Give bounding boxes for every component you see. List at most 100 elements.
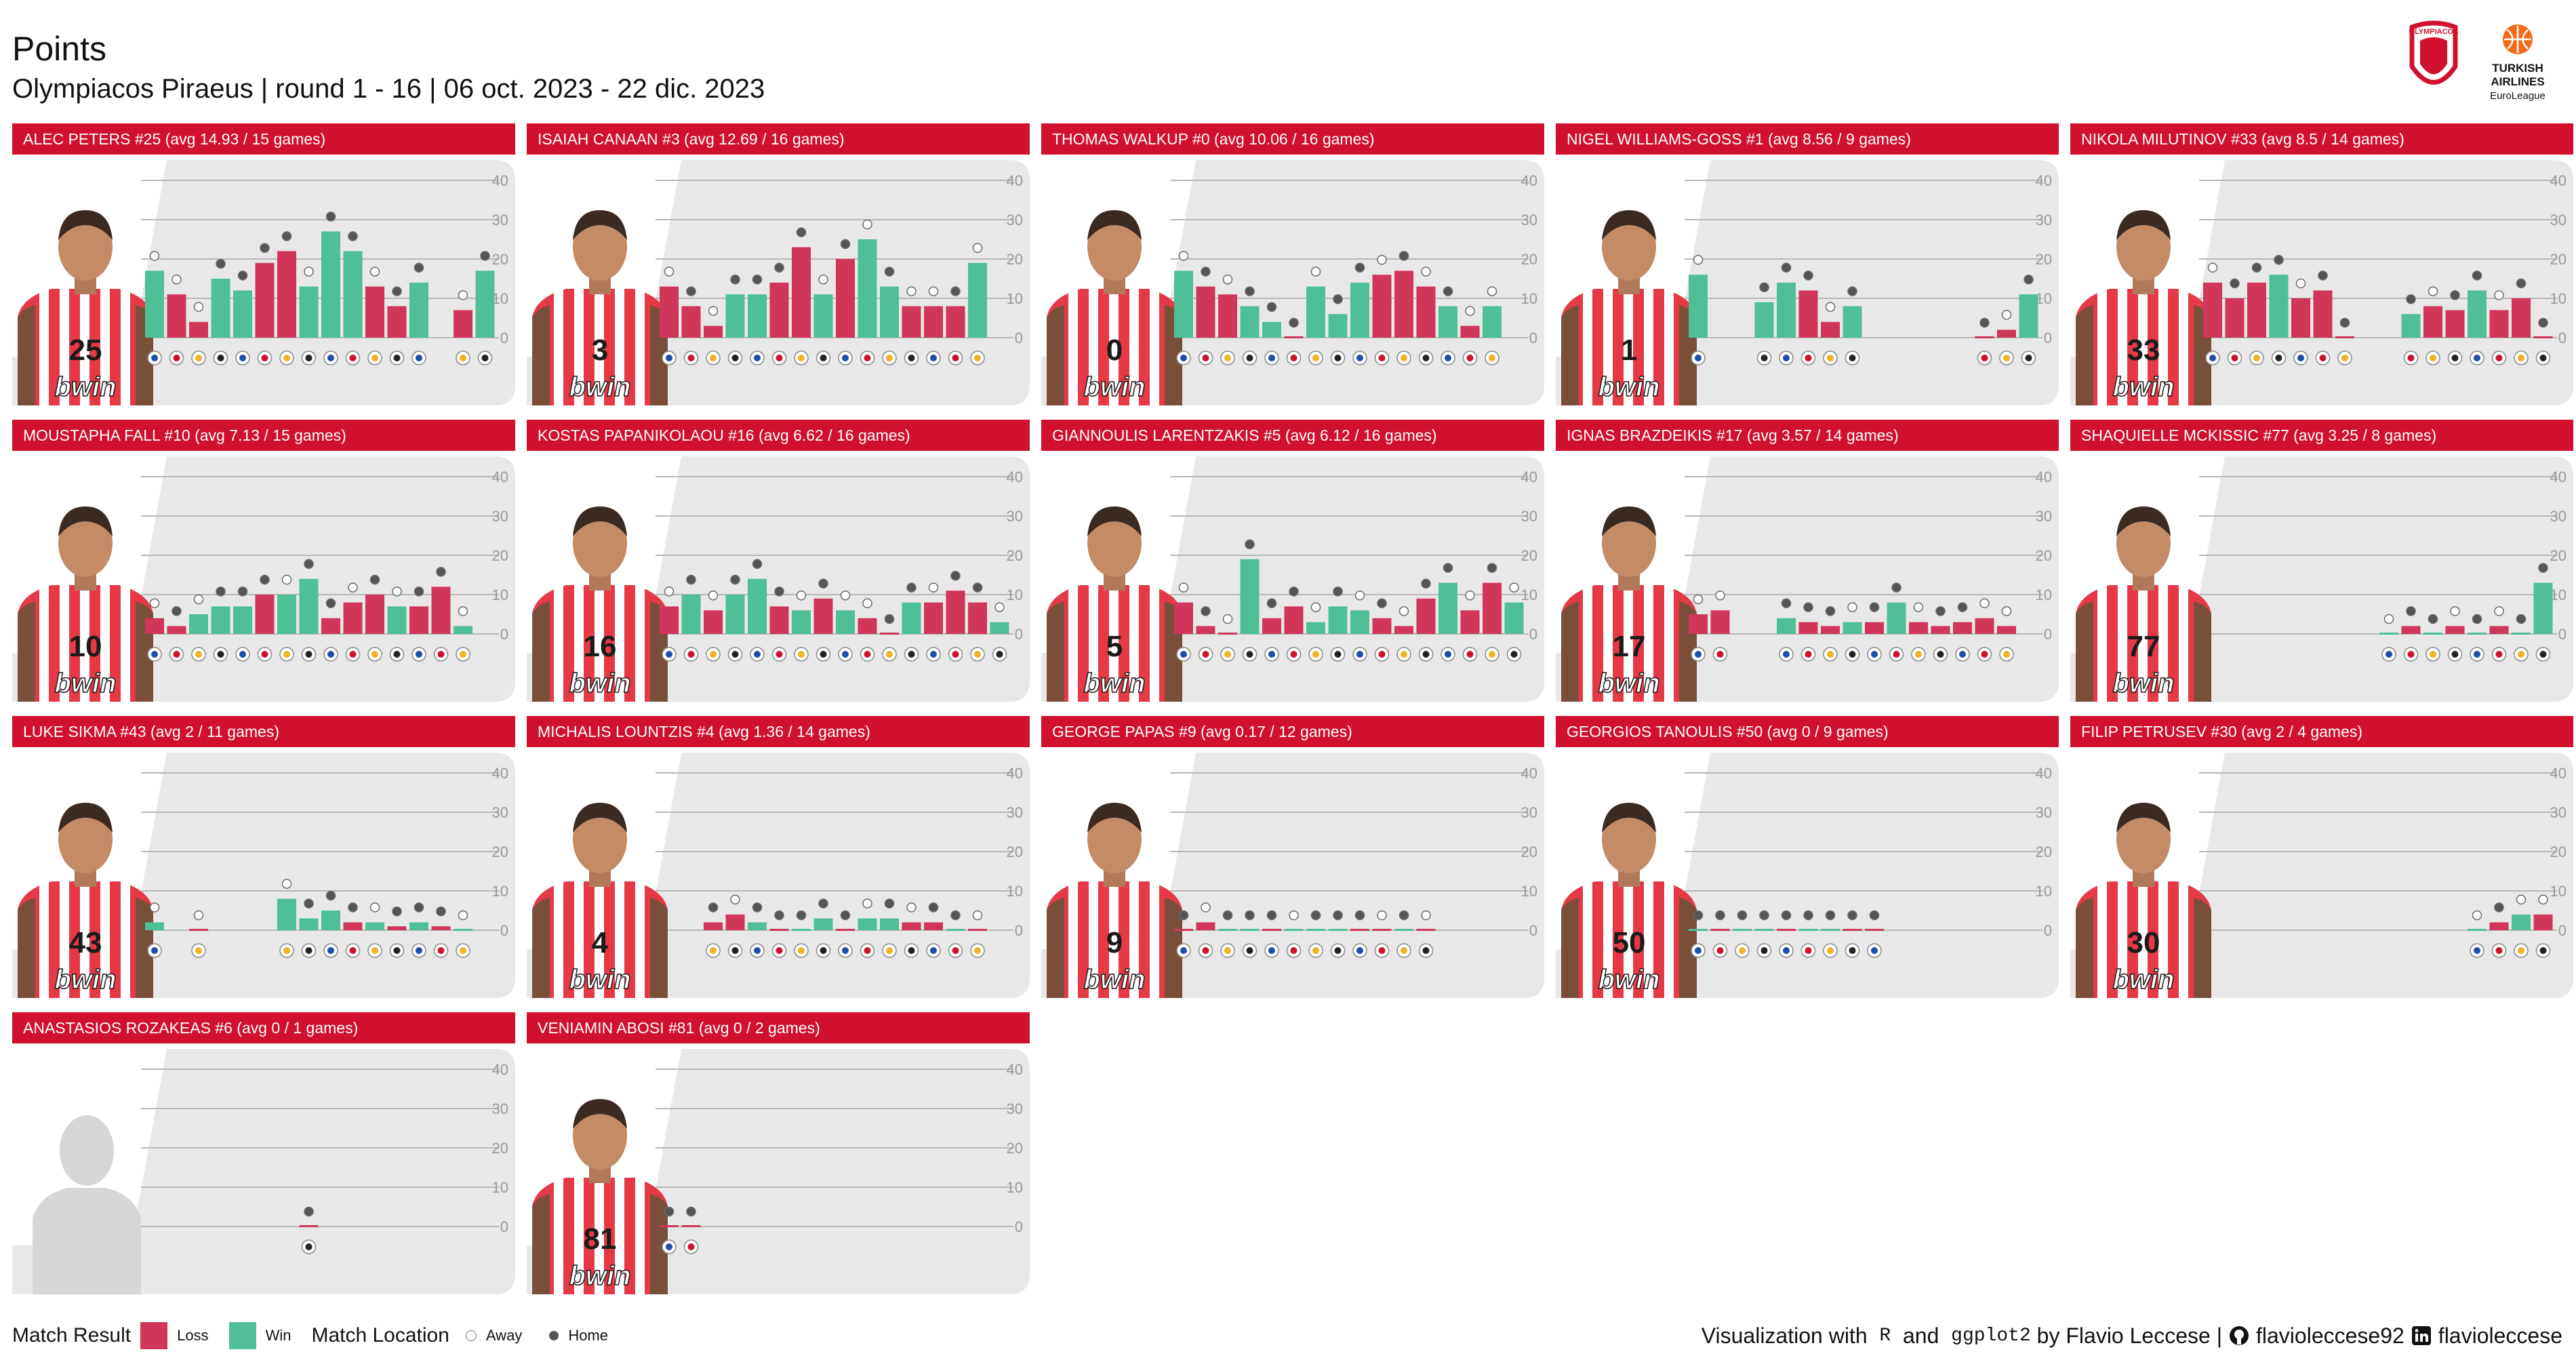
location-dot <box>216 586 226 597</box>
y-tick-label: 30 <box>1521 508 1537 525</box>
y-tick-label: 40 <box>1521 172 1537 189</box>
points-bar <box>1328 606 1348 634</box>
location-dot <box>1178 910 1189 921</box>
points-bar <box>880 286 899 338</box>
location-dot <box>304 1206 314 1217</box>
location-dot <box>1737 910 1748 921</box>
sponsor-logo: bwin <box>569 1261 630 1291</box>
jersey-number: 16 <box>584 630 617 663</box>
location-dot <box>1377 910 1387 921</box>
points-bar <box>2291 298 2310 338</box>
y-tick-label: 10 <box>2550 290 2567 307</box>
points-bar <box>2423 306 2442 338</box>
location-dot <box>436 567 446 577</box>
location-dot <box>281 879 292 889</box>
points-bar <box>1821 626 1840 634</box>
player-photo <box>33 1115 141 1294</box>
points-bar <box>836 610 855 634</box>
y-tick-label: 40 <box>492 468 508 485</box>
points-bar <box>2489 310 2509 338</box>
player-panel: FILIP PETRUSEV #30 (avg 2 / 4 games) 0 10 2… <box>2070 716 2573 998</box>
linkedin-icon <box>2411 1326 2431 1345</box>
y-tick-label: 20 <box>1007 251 1023 268</box>
points-bar <box>387 606 407 634</box>
points-bar <box>1328 929 1348 931</box>
y-tick-label: 20 <box>2036 843 2052 860</box>
y-tick-label: 40 <box>1521 468 1537 485</box>
location-dot <box>1443 563 1453 573</box>
location-dot <box>1354 910 1365 921</box>
y-tick-label: 0 <box>1529 922 1537 939</box>
y-tick-label: 0 <box>500 1218 508 1235</box>
location-dot <box>840 910 851 921</box>
sponsor-logo: bwin <box>2112 669 2174 698</box>
points-bar <box>946 306 965 338</box>
points-bar <box>365 286 384 338</box>
location-dot <box>884 898 895 909</box>
location-dot <box>994 602 1005 612</box>
credit-linkedin[interactable]: flavioleccese <box>2438 1323 2562 1348</box>
points-bar <box>1438 582 1457 634</box>
y-tick-label: 0 <box>500 626 508 643</box>
points-bar <box>2468 290 2487 338</box>
y-tick-label: 20 <box>2550 547 2567 564</box>
jersey-number: 43 <box>69 926 102 959</box>
jersey-number: 77 <box>2127 630 2160 663</box>
points-bar <box>1416 598 1436 634</box>
location-dot <box>260 574 270 585</box>
player-panel: SHAQUIELLE MCKISSIC #77 (avg 3.25 / 8 ga… <box>2070 420 2573 702</box>
points-bar <box>990 622 1009 634</box>
y-tick-label: 40 <box>2036 172 2052 189</box>
points-bar <box>321 231 340 338</box>
points-bar <box>769 606 789 634</box>
points-bar <box>1196 626 1215 634</box>
location-dot <box>369 902 380 913</box>
jersey-number: 0 <box>1106 334 1123 367</box>
location-dot <box>1693 594 1704 605</box>
credit-github[interactable]: flavioleccese92 <box>2256 1323 2404 1348</box>
sponsor-logo: bwin <box>54 965 116 995</box>
league-text-3: EuroLeague <box>2490 90 2545 102</box>
y-tick-label: 10 <box>492 586 508 603</box>
points-bar <box>1865 929 1884 931</box>
credit-prefix: Visualization with <box>1701 1323 1868 1348</box>
y-tick-label: 10 <box>2036 290 2052 307</box>
player-photo: 17 bwin <box>1561 506 1697 702</box>
points-bar <box>409 282 428 338</box>
points-bar <box>409 922 428 930</box>
location-dot <box>2024 274 2034 285</box>
points-bar <box>1997 330 2016 338</box>
points-bar <box>660 286 679 338</box>
player-photo: 30 bwin <box>2076 803 2211 998</box>
player-label: FILIP PETRUSEV #30 (avg 2 / 4 games) <box>2070 716 2573 747</box>
points-bar <box>1754 929 1774 931</box>
points-bar <box>968 602 987 634</box>
location-dot <box>1245 286 1255 296</box>
location-dot <box>2538 563 2548 573</box>
points-bar <box>1262 929 1281 931</box>
points-bar <box>2468 929 2487 931</box>
y-tick-label: 20 <box>2036 251 2052 268</box>
points-bar <box>880 633 899 635</box>
sponsor-logo: bwin <box>569 372 630 402</box>
points-bar <box>725 294 745 338</box>
location-dot <box>2274 254 2284 265</box>
y-tick-label: 0 <box>500 922 508 939</box>
location-dot <box>774 586 784 597</box>
points-bar <box>836 259 855 338</box>
points-bar <box>792 247 811 338</box>
points-bar <box>1196 922 1215 930</box>
points-bar <box>1240 306 1260 338</box>
player-label: MICHALIS LOUNTZIS #4 (avg 1.36 / 14 game… <box>527 716 1030 747</box>
club-logo-text: OLYMPIACOS <box>2409 28 2459 36</box>
player-photo: 16 bwin <box>532 506 668 702</box>
points-bar <box>681 595 701 634</box>
player-chart: 0 10 20 30 40 50 bwin <box>1556 753 2059 998</box>
points-bar <box>277 898 296 930</box>
location-dot <box>928 582 939 593</box>
location-dot <box>1803 271 1813 281</box>
points-bar <box>704 325 723 338</box>
y-tick-label: 20 <box>492 251 508 268</box>
sponsor-logo: bwin <box>1083 965 1145 995</box>
location-dot <box>1781 262 1792 273</box>
